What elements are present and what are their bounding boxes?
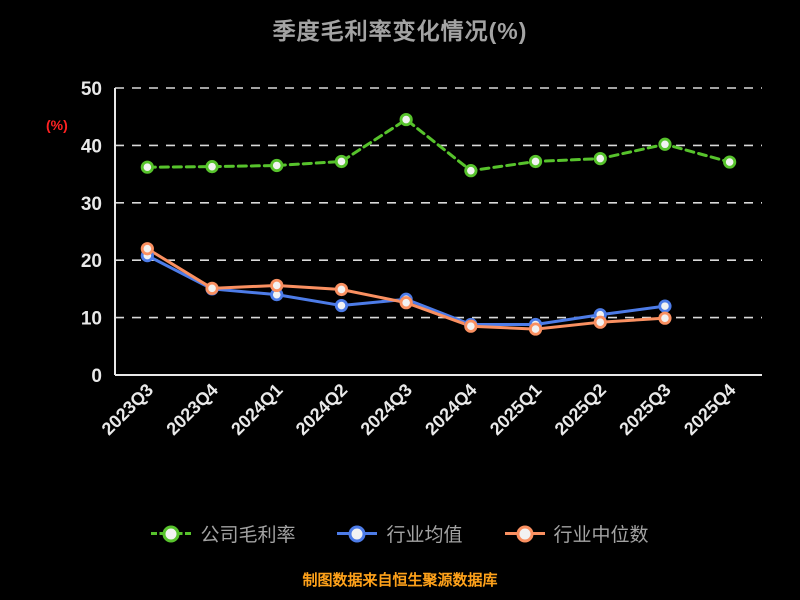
legend-marker-orange-line-icon [504,525,545,543]
svg-text:2024Q3: 2024Q3 [357,380,416,439]
svg-text:2025Q4: 2025Q4 [680,380,739,439]
data-source-note: 制图数据来自恒生聚源数据库 [302,572,498,589]
legend-item-company-gross-margin[interactable]: 公司毛利率 [151,520,295,547]
legend-label-industry-mean: 行业均值 [386,525,463,546]
y-axis-unit-label: (%) [46,117,68,133]
legend-item-industry-median[interactable]: 行业中位数 [504,520,649,547]
legend-marker-green-line-icon [151,525,192,543]
svg-text:30: 30 [81,194,102,215]
svg-text:50: 50 [81,79,102,100]
svg-text:2024Q4: 2024Q4 [421,380,480,439]
chart-legend: 公司毛利率 行业均值 行业中位数 [0,520,800,547]
svg-text:40: 40 [81,136,102,157]
svg-text:2025Q1: 2025Q1 [486,380,545,439]
legend-item-industry-mean[interactable]: 行业均值 [337,520,463,547]
svg-text:2024Q2: 2024Q2 [292,380,351,439]
legend-label-company-gross-margin: 公司毛利率 [200,525,296,546]
legend-label-industry-median: 行业中位数 [553,525,649,546]
svg-text:2023Q3: 2023Q3 [98,380,157,439]
svg-text:20: 20 [81,251,102,272]
svg-text:2023Q4: 2023Q4 [162,380,221,439]
svg-text:2024Q1: 2024Q1 [227,380,286,439]
svg-text:0: 0 [91,366,102,387]
chart-title: 季度毛利率变化情况(%) [272,18,528,44]
svg-text:2025Q3: 2025Q3 [615,380,674,439]
legend-marker-blue-line-icon [337,525,378,543]
svg-text:10: 10 [81,309,102,330]
svg-text:2025Q2: 2025Q2 [551,380,610,439]
